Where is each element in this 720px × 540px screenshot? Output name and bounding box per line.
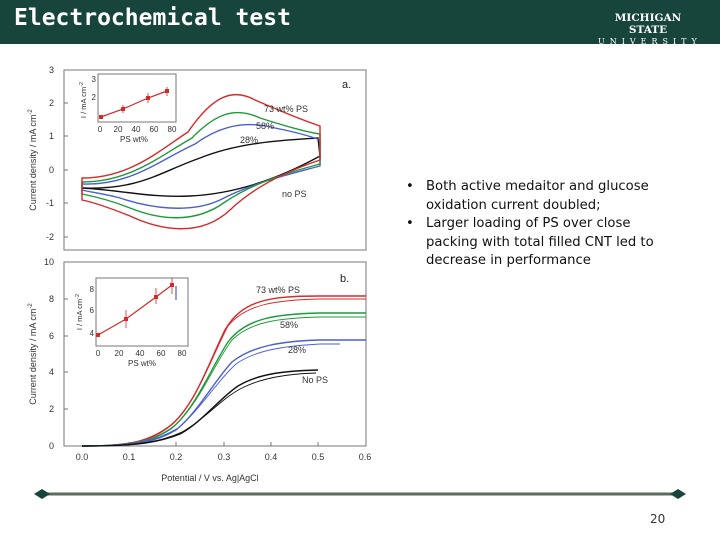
- panel-a-ylabel: Current density / mA cm-2: [28, 109, 38, 211]
- b-ytick-2: 2: [49, 404, 54, 414]
- a-ytick-m1: -1: [46, 198, 54, 208]
- a-inset-xtick-20: 20: [114, 125, 123, 134]
- a-inset-point-58: [146, 96, 150, 100]
- a-inset-trend-line: [100, 90, 168, 118]
- a-inset-xtick-40: 40: [132, 125, 141, 134]
- b-xtick-0: 0.0: [76, 452, 89, 462]
- bullet-list: • Both active medaitor and glucose oxida…: [402, 178, 672, 271]
- cv-58: [81, 111, 321, 219]
- a-ytick-1: 1: [49, 131, 54, 141]
- b-ytick-10: 10: [44, 257, 54, 267]
- panel-a-cv-curves: [81, 93, 321, 230]
- a-ytick-3: 3: [49, 65, 54, 75]
- b-inset-ylabel: I / mA cm-2: [75, 294, 84, 330]
- lsv-73b: [81, 298, 366, 447]
- a-inset-ytick-3: 3: [92, 75, 97, 84]
- b-series-label-28: 28%: [288, 345, 306, 355]
- logo-line2: UNIVERSITY: [598, 37, 702, 46]
- bullet-text-1: Both active medaitor and glucose oxidati…: [426, 179, 649, 213]
- b-xtick-2: 0.2: [170, 452, 183, 462]
- page-number: 20: [650, 512, 666, 526]
- b-inset-ytick-4: 4: [90, 329, 95, 338]
- panel-b-x-ticks: 0.0 0.1 0.2 0.3 0.4 0.5 0.6: [76, 452, 372, 462]
- panel-a-frame: [63, 69, 367, 251]
- a-ytick-m2: -2: [46, 232, 54, 242]
- b-series-label-58: 58%: [280, 320, 298, 330]
- electrochemical-figure: 3 2 1 0 -1 -2 Current density / mA cm-2 …: [28, 65, 372, 483]
- b-inset-ytick-8: 8: [90, 285, 95, 294]
- footer-divider: [34, 489, 686, 499]
- a-series-label-58: 58%: [256, 121, 274, 131]
- b-xtick-5: 0.5: [312, 452, 325, 462]
- lsv-nops: [81, 369, 319, 447]
- panel-b-inset: 8 6 4 0 20 40 60 80 PS wt% I / mA cm-2: [75, 277, 189, 368]
- a-inset-ytick-2: 2: [92, 93, 97, 102]
- panel-a-inset: 3 2 0 20 40 60 80 PS wt% I / mA cm-2: [79, 73, 177, 144]
- panel-b-label: b.: [340, 273, 349, 285]
- b-xtick-4: 0.4: [265, 452, 278, 462]
- slide-header: Electrochemical test MICHIGAN STATE UNIV…: [0, 0, 720, 46]
- b-xtick-3: 0.3: [218, 452, 231, 462]
- panel-b-y-ticks: 10 8 6 4 2 0: [44, 257, 54, 451]
- b-series-label-nops: No PS: [302, 375, 328, 385]
- panel-b-lsv-curves: [81, 295, 366, 447]
- b-inset-ytick-6: 6: [90, 306, 95, 315]
- b-inset-xtick-80: 80: [178, 349, 187, 358]
- a-inset-xtick-80: 80: [168, 125, 177, 134]
- a-series-label-73: 73 wt% PS: [264, 104, 308, 114]
- lsv-28: [81, 339, 366, 447]
- bullet-text-2: Larger loading of PS over close packing …: [426, 216, 654, 268]
- panel-a-y-ticks: 3 2 1 0 -1 -2: [46, 65, 54, 242]
- a-ytick-0: 0: [49, 165, 54, 175]
- lsv-28b: [81, 343, 340, 447]
- a-inset-point-73: [165, 89, 169, 93]
- a-inset-xlabel: PS wt%: [120, 135, 148, 144]
- panel-b-xlabel: Potential / V vs. Ag|AgCl: [161, 473, 258, 483]
- cv-no-ps: [81, 137, 321, 198]
- b-inset-xtick-0: 0: [96, 349, 101, 358]
- b-xtick-1: 0.1: [123, 452, 136, 462]
- divider-left-cap: [34, 489, 50, 499]
- bullet-marker: •: [406, 216, 414, 231]
- b-series-label-73: 73 wt% PS: [256, 285, 300, 295]
- a-inset-xtick-60: 60: [150, 125, 159, 134]
- b-inset-point-28: [124, 317, 128, 321]
- b-inset-xlabel: PS wt%: [128, 359, 156, 368]
- a-series-label-nops: no PS: [282, 189, 307, 199]
- b-inset-point-73: [170, 283, 174, 287]
- b-inset-point-58: [154, 295, 158, 299]
- cv-28: [81, 123, 321, 209]
- slide-title: Electrochemical test: [14, 5, 291, 31]
- b-inset-xtick-40: 40: [136, 349, 145, 358]
- b-inset-xtick-60: 60: [157, 349, 166, 358]
- b-ytick-6: 6: [49, 331, 54, 341]
- a-inset-ylabel: I / mA cm-2: [79, 82, 88, 118]
- b-inset-xtick-20: 20: [115, 349, 124, 358]
- a-series-label-28: 28%: [240, 135, 258, 145]
- bullet-item-2: • Larger loading of PS over close packin…: [402, 215, 672, 271]
- b-ytick-8: 8: [49, 294, 54, 304]
- cv-73: [81, 93, 321, 230]
- a-inset-xtick-0: 0: [98, 125, 103, 134]
- bullet-item-1: • Both active medaitor and glucose oxida…: [402, 178, 672, 215]
- lsv-nopsb: [81, 372, 317, 447]
- bullet-marker: •: [406, 179, 414, 194]
- logo-line1: MICHIGAN STATE: [614, 12, 682, 36]
- panel-b-ylabel: Current density / mA cm-2: [28, 303, 38, 405]
- a-ytick-2: 2: [49, 98, 54, 108]
- b-inset-point-0: [96, 333, 100, 337]
- a-inset-point-0: [99, 115, 103, 119]
- b-xtick-6: 0.6: [359, 452, 372, 462]
- b-inset-trend-line: [97, 284, 173, 336]
- panel-b-frame: [63, 261, 367, 447]
- b-ytick-0: 0: [49, 441, 54, 451]
- b-ytick-4: 4: [49, 367, 54, 377]
- university-logo: MICHIGAN STATE UNIVERSITY: [598, 12, 698, 46]
- panel-a-label: a.: [342, 79, 351, 91]
- lsv-58b: [81, 316, 366, 447]
- a-inset-point-28: [121, 107, 125, 111]
- divider-right-cap: [670, 489, 686, 499]
